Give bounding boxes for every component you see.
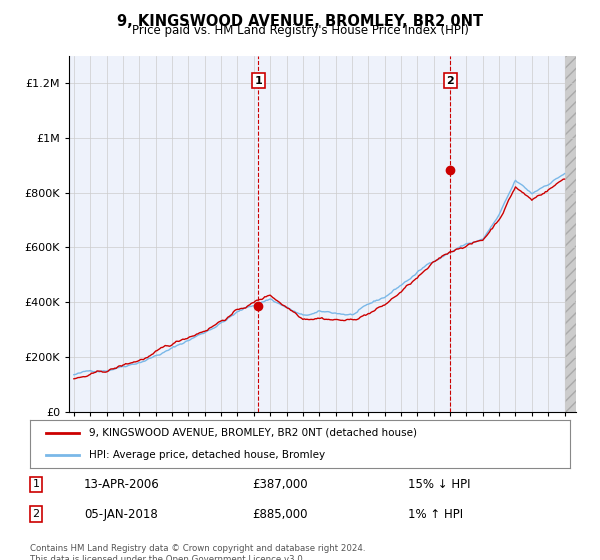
Text: 9, KINGSWOOD AVENUE, BROMLEY, BR2 0NT (detached house): 9, KINGSWOOD AVENUE, BROMLEY, BR2 0NT (d… (89, 428, 418, 438)
Text: 1: 1 (254, 76, 262, 86)
Text: £387,000: £387,000 (252, 478, 308, 491)
Text: 1% ↑ HPI: 1% ↑ HPI (408, 507, 463, 521)
Text: £885,000: £885,000 (252, 507, 308, 521)
Text: Contains HM Land Registry data © Crown copyright and database right 2024.
This d: Contains HM Land Registry data © Crown c… (30, 544, 365, 560)
Text: Price paid vs. HM Land Registry's House Price Index (HPI): Price paid vs. HM Land Registry's House … (131, 24, 469, 37)
Text: 05-JAN-2018: 05-JAN-2018 (84, 507, 158, 521)
Text: 2: 2 (32, 509, 40, 519)
Text: HPI: Average price, detached house, Bromley: HPI: Average price, detached house, Brom… (89, 450, 326, 460)
Bar (565, 56, 576, 412)
Text: 2: 2 (446, 76, 454, 86)
Bar (565, 56, 576, 412)
Text: 15% ↓ HPI: 15% ↓ HPI (408, 478, 470, 491)
Text: 1: 1 (32, 479, 40, 489)
Text: 9, KINGSWOOD AVENUE, BROMLEY, BR2 0NT: 9, KINGSWOOD AVENUE, BROMLEY, BR2 0NT (117, 14, 483, 29)
Text: 13-APR-2006: 13-APR-2006 (84, 478, 160, 491)
